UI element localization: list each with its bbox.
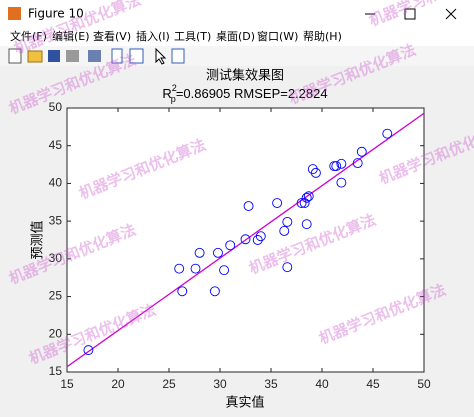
maximize-button[interactable] bbox=[404, 8, 416, 20]
x-tick-label: 30 bbox=[213, 377, 227, 391]
print-icon[interactable] bbox=[66, 50, 79, 62]
point bbox=[194, 247, 205, 258]
menu: 文件(F) 编辑(E) 查看(V) 插入(I) 工具(T) 桌面(D) 窗口(W) 帮助(H) bbox=[10, 29, 342, 43]
open-icon[interactable] bbox=[27, 50, 43, 63]
point bbox=[301, 192, 312, 203]
point bbox=[336, 158, 347, 169]
y-tick-label: 45 bbox=[49, 138, 63, 152]
app-icon bbox=[8, 7, 21, 20]
menu-item[interactable]: 编辑(E) bbox=[52, 29, 90, 43]
point bbox=[272, 198, 283, 208]
point bbox=[352, 158, 363, 169]
point bbox=[255, 231, 266, 242]
point bbox=[190, 263, 201, 274]
menu-bar bbox=[0, 28, 474, 46]
y-tick-label: 15 bbox=[49, 364, 63, 378]
x-tick-label: 40 bbox=[315, 377, 329, 391]
y-tick-label: 25 bbox=[49, 289, 63, 303]
menu-item[interactable]: 插入(I) bbox=[136, 29, 170, 43]
subtitle-base: R bbox=[162, 86, 171, 101]
x-tick-label: 20 bbox=[111, 377, 125, 391]
plot: 15 20 25 30 35 40 45 50 15 20 25 30 35 40 45 50 bbox=[49, 100, 431, 391]
point bbox=[252, 235, 263, 245]
point bbox=[83, 345, 94, 356]
chart-title: 测试集效果图 bbox=[206, 68, 284, 84]
new-icon[interactable] bbox=[8, 48, 22, 64]
y-tick-label: 30 bbox=[49, 251, 63, 265]
x-tick-label: 50 bbox=[417, 377, 431, 391]
subtitle-sup: 2 bbox=[172, 83, 177, 93]
point bbox=[356, 146, 367, 157]
menu-item[interactable]: 文件(F) bbox=[10, 29, 47, 43]
pointer-icon[interactable] bbox=[155, 47, 167, 65]
y-tick-label: 20 bbox=[49, 326, 63, 340]
y-axis-label: 预测值 bbox=[30, 220, 46, 259]
menu-item[interactable]: 查看(V) bbox=[93, 29, 131, 43]
save-icon[interactable] bbox=[48, 50, 60, 62]
point bbox=[225, 240, 236, 251]
y-tick-label: 35 bbox=[49, 213, 63, 227]
point bbox=[243, 201, 254, 212]
point bbox=[310, 167, 321, 178]
point bbox=[307, 164, 318, 175]
title-bar bbox=[0, 0, 474, 28]
x-tick-label: 35 bbox=[264, 377, 278, 391]
point bbox=[282, 262, 293, 273]
window-title: Figure 10 bbox=[28, 7, 84, 21]
legend-icon[interactable] bbox=[129, 48, 144, 64]
colorbar-icon[interactable] bbox=[111, 48, 123, 64]
point bbox=[174, 263, 185, 274]
subtitle-sub: p bbox=[171, 94, 176, 104]
close-button[interactable] bbox=[445, 8, 457, 20]
toolbar-icons bbox=[8, 47, 185, 65]
menu-item[interactable]: 窗口(W) bbox=[257, 29, 298, 43]
x-tick-label: 25 bbox=[162, 377, 176, 391]
point bbox=[209, 286, 220, 297]
point bbox=[301, 219, 312, 230]
point bbox=[279, 225, 290, 236]
point bbox=[240, 234, 251, 245]
data-tip-icon[interactable] bbox=[171, 48, 185, 64]
menu-item[interactable]: 帮助(H) bbox=[303, 29, 342, 43]
y-tick-label: 50 bbox=[49, 100, 63, 114]
x-tick-label: 45 bbox=[366, 377, 380, 391]
subtitle-rest: =0.86905 RMSEP=2.2824 bbox=[176, 86, 328, 101]
point bbox=[296, 198, 307, 208]
point bbox=[331, 161, 342, 172]
point bbox=[282, 216, 293, 227]
y-tick-label: 40 bbox=[49, 176, 63, 190]
link-icon[interactable] bbox=[88, 50, 101, 62]
point bbox=[336, 177, 347, 188]
point bbox=[213, 247, 223, 258]
point bbox=[177, 286, 188, 297]
menu-item[interactable]: 工具(T) bbox=[174, 30, 211, 43]
x-tick-label: 15 bbox=[60, 377, 74, 391]
point bbox=[219, 265, 230, 276]
menu-item[interactable]: 桌面(D) bbox=[216, 30, 255, 43]
point bbox=[382, 128, 393, 139]
chart-subtitle: R2 p=0.86905 RMSEP=2.2824 bbox=[162, 83, 327, 104]
point bbox=[303, 191, 314, 202]
x-axis-label: 真实值 bbox=[225, 395, 264, 411]
